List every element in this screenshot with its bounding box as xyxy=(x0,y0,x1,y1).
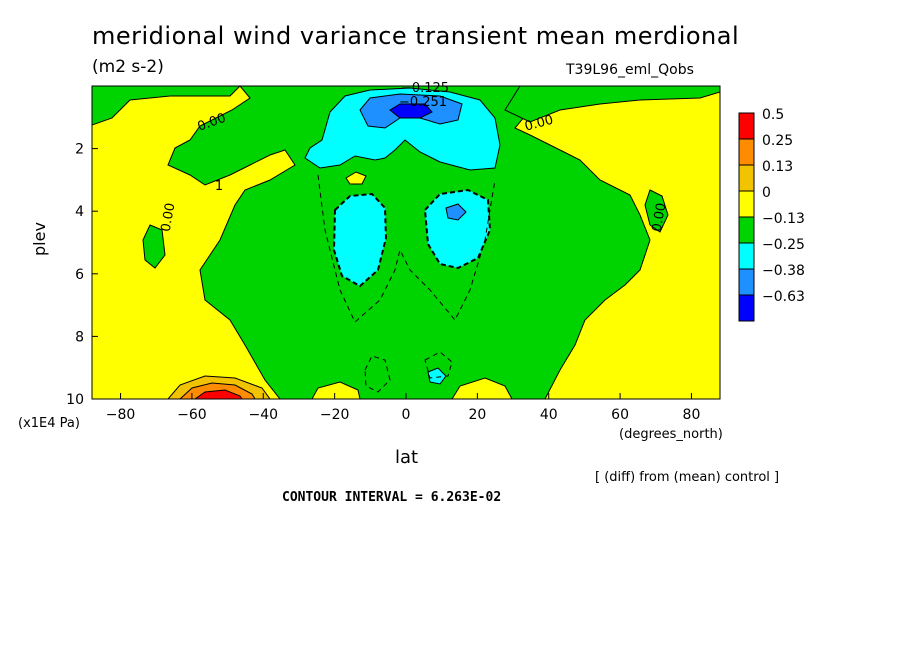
legend-label: 0 xyxy=(762,185,771,201)
y-axis-units: (x1E4 Pa) xyxy=(18,416,80,431)
region-red-max xyxy=(194,389,243,399)
chart-title: meridional wind variance transient mean … xyxy=(92,22,740,50)
contour-label: −0.251 xyxy=(399,95,447,110)
legend-label: −0.13 xyxy=(762,211,805,227)
legend-swatch xyxy=(738,294,755,322)
contour-label: −0.125 xyxy=(401,81,449,96)
contour-label: 0.00 xyxy=(650,202,670,233)
region-green-tongue xyxy=(92,86,241,126)
dashed-contour-2 xyxy=(364,355,391,393)
y-tick-label: 10 xyxy=(66,392,84,408)
region-yellow-lobe-left xyxy=(311,381,361,399)
x-axis-units: (degrees_north) xyxy=(619,427,723,442)
region-deep-blue xyxy=(389,103,433,119)
x-tick-label: 40 xyxy=(540,407,558,423)
diff-note: [ (diff) from (mean) control ] xyxy=(595,470,780,485)
x-axis-ticks: −80 −60 −40 −20 0 20 40 60 80 xyxy=(106,393,701,423)
y-tick-label: 8 xyxy=(75,329,84,345)
region-yellow-lobe-right xyxy=(451,377,513,399)
y-tick-label: 4 xyxy=(75,204,84,220)
contour-label: 0.00 xyxy=(523,113,555,135)
x-tick-label: 0 xyxy=(402,407,411,423)
contour-label: 0.00 xyxy=(159,202,179,233)
region-green-top-right xyxy=(504,86,720,123)
x-tick-label: −40 xyxy=(248,407,278,423)
legend-label: 0.13 xyxy=(762,159,793,175)
region-cyan-left xyxy=(332,192,388,288)
region-yellow-spot xyxy=(345,171,367,185)
x-tick-label: −20 xyxy=(320,407,350,423)
x-tick-label: −60 xyxy=(177,407,207,423)
legend-label: 0.25 xyxy=(762,133,793,149)
legend-swatch xyxy=(738,138,755,166)
legend-swatch xyxy=(738,268,755,296)
legend-swatch xyxy=(738,112,755,140)
x-axis-label: lat xyxy=(395,447,419,468)
y-axis-ticks: 2 4 6 8 10 xyxy=(66,142,98,408)
legend-label: −0.25 xyxy=(762,237,805,253)
legend-swatch xyxy=(738,242,755,270)
dashed-contour-3 xyxy=(424,351,453,379)
legend-swatch xyxy=(738,190,755,218)
legend-label: −0.38 xyxy=(762,263,805,279)
contour-label: 1 xyxy=(215,179,223,194)
region-yellow-left xyxy=(92,86,296,399)
run-label: T39L96_eml_Qobs xyxy=(566,62,694,78)
legend-swatch xyxy=(738,164,755,192)
x-tick-label: 60 xyxy=(611,407,629,423)
plot-area xyxy=(92,86,720,399)
x-tick-label: 80 xyxy=(683,407,701,423)
contour-interval: CONTOUR INTERVAL = 6.263E-02 xyxy=(282,490,502,505)
region-cyan-right xyxy=(423,188,492,270)
region-cyan-spot xyxy=(427,367,447,385)
legend-label: 0.5 xyxy=(762,107,784,123)
color-legend: 0.5 0.25 0.13 0 −0.13 −0.25 −0.38 −0.63 xyxy=(738,107,805,322)
legend-swatch xyxy=(738,216,755,244)
x-tick-label: −80 xyxy=(106,407,136,423)
y-tick-label: 2 xyxy=(75,142,84,158)
region-blue-spot xyxy=(445,203,467,221)
region-green-bump xyxy=(142,224,166,269)
legend-label: −0.63 xyxy=(762,289,805,305)
region-green-bump-right xyxy=(644,189,669,233)
dashed-contour-1 xyxy=(317,174,496,323)
x-tick-label: 20 xyxy=(468,407,486,423)
chart-units: (m2 s-2) xyxy=(92,57,164,77)
y-tick-label: 6 xyxy=(75,267,84,283)
